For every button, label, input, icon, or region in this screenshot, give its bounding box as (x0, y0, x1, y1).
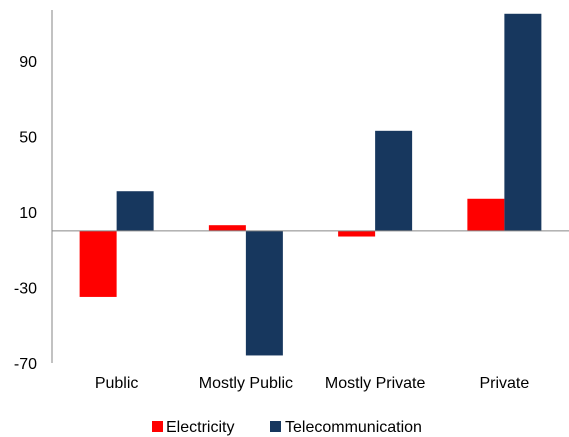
y-tick-label: -70 (14, 356, 37, 373)
bar-telecommunication-private (504, 13, 542, 231)
x-tick-label: Mostly Private (325, 375, 426, 392)
legend-swatch-electricity (152, 421, 163, 432)
y-tick-label: 90 (19, 54, 37, 71)
bar-telecommunication-mostly-public (245, 230, 283, 356)
legend-label-telecommunication: Telecommunication (285, 419, 422, 436)
y-tick-labels: 90 50 10 -30 -70 (14, 54, 37, 373)
legend: Electricity Telecommunication (152, 419, 422, 436)
x-tick-labels: Public Mostly Public Mostly Private Private (95, 375, 530, 392)
y-tick-label: 50 (19, 129, 37, 146)
bar-telecommunication-public (116, 191, 154, 231)
bar-electricity-public (79, 230, 117, 297)
y-tick-label: 10 (19, 205, 37, 222)
x-tick-label: Public (95, 375, 139, 392)
legend-label-electricity: Electricity (166, 419, 234, 436)
x-tick-label: Mostly Public (199, 375, 293, 392)
y-tick-label: -30 (14, 280, 37, 297)
bar-electricity-private (467, 198, 505, 231)
bar-telecommunication-mostly-private (375, 130, 413, 231)
x-tick-label: Private (479, 375, 529, 392)
axes-layer (51, 10, 569, 363)
bar-electricity-mostly-private (338, 230, 376, 237)
legend-swatch-telecommunication (270, 421, 281, 432)
bar-electricity-mostly-public (208, 225, 246, 231)
bars-layer (79, 13, 542, 356)
